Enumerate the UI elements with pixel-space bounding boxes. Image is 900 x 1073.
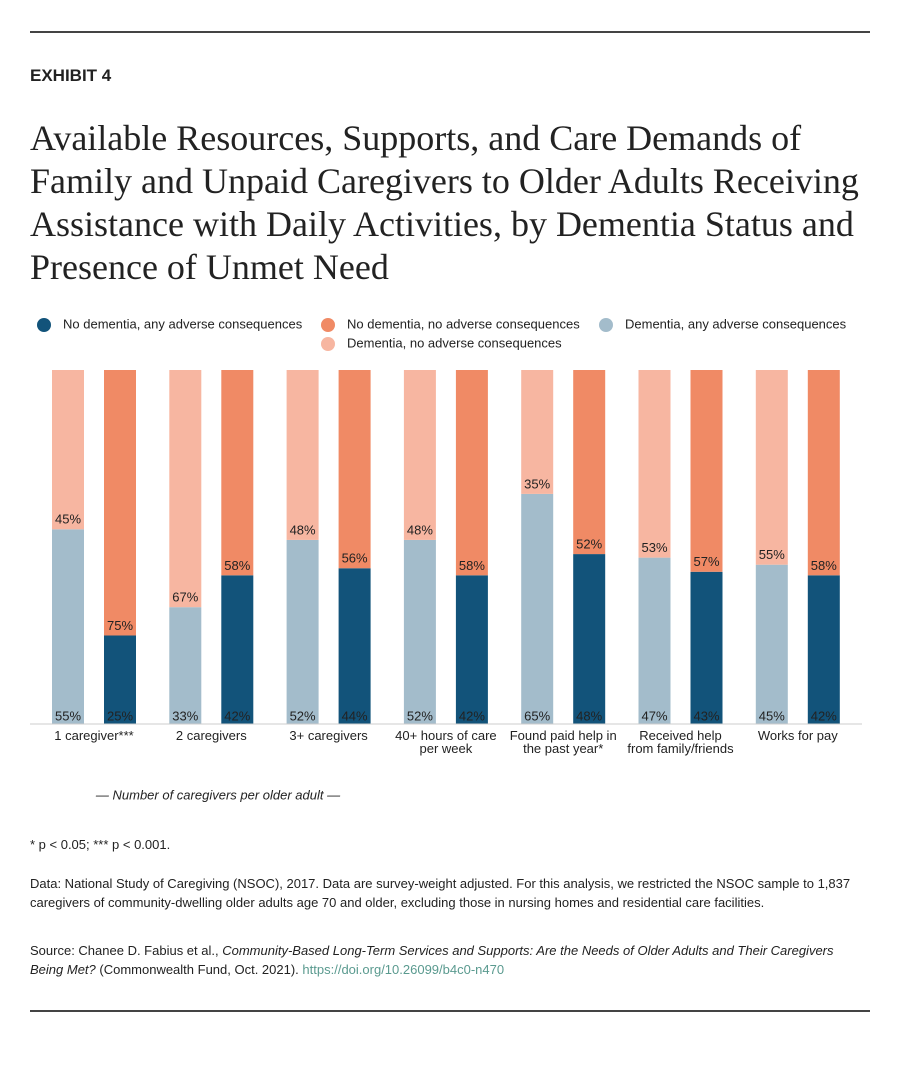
bar — [755, 370, 788, 565]
data-label: 58% — [811, 558, 837, 573]
data-label: 52% — [290, 708, 316, 723]
bar — [338, 568, 371, 724]
x-tick-label: 40+ hours of care per week — [395, 728, 497, 756]
legend-swatch — [37, 318, 51, 332]
data-label: 58% — [224, 558, 250, 573]
data-label: 56% — [342, 551, 368, 566]
data-label: 58% — [459, 558, 485, 573]
bar — [573, 370, 606, 555]
bar — [690, 370, 723, 572]
bar — [403, 370, 436, 540]
data-label: 44% — [342, 708, 368, 723]
data-label: 48% — [407, 522, 433, 537]
bar — [455, 575, 488, 724]
data-label: 57% — [693, 554, 719, 569]
x-tick-label: 3+ caregivers — [289, 728, 368, 743]
bar — [52, 529, 84, 724]
x-tick-label: Found paid help in the past year* — [510, 728, 617, 756]
bar — [638, 557, 671, 724]
data-label: 45% — [55, 512, 81, 527]
data-note: Data: National Study of Caregiving (NSOC… — [30, 876, 851, 910]
data-label: 52% — [407, 708, 433, 723]
data-label: 55% — [759, 547, 785, 562]
x-tick-line: the past year* — [523, 741, 603, 756]
x-tick-label: 2 caregivers — [176, 728, 247, 743]
data-label: 42% — [811, 708, 837, 723]
data-label: 55% — [55, 708, 81, 723]
x-tick-line: per week — [420, 741, 473, 756]
significance-note: * p < 0.05; *** p < 0.001. — [30, 837, 171, 852]
bar — [638, 370, 671, 558]
x-tick-label: Received help from family/friends — [627, 728, 734, 756]
bar — [104, 370, 136, 636]
bar — [403, 539, 436, 724]
x-tick-label: 1 caregiver*** — [54, 728, 134, 743]
bar — [286, 539, 319, 724]
data-label: 75% — [107, 618, 133, 633]
x-tick-line: 3+ caregivers — [289, 728, 368, 743]
data-label: 47% — [641, 708, 667, 723]
source-suffix: (Commonwealth Fund, Oct. 2021). — [95, 962, 303, 977]
x-tick-line: Works for pay — [758, 728, 838, 743]
data-label: 53% — [641, 540, 667, 555]
data-label: 33% — [172, 708, 198, 723]
data-label: 67% — [172, 590, 198, 605]
bar — [807, 370, 840, 576]
data-label: 48% — [576, 708, 602, 723]
x-tick-line: 1 caregiver*** — [54, 728, 134, 743]
source-note: Source: Chanee D. Fabius et al., Communi… — [30, 941, 870, 979]
bottom-rule — [30, 1010, 870, 1012]
source-link[interactable]: https://doi.org/10.26099/b4c0-n470 — [302, 962, 505, 977]
data-label: 42% — [459, 708, 485, 723]
bar — [338, 370, 371, 569]
data-label: 52% — [576, 537, 602, 552]
x-tick-label: Works for pay — [758, 728, 838, 743]
bar — [521, 370, 554, 494]
exhibit-label: EXHIBIT 4 — [30, 66, 112, 85]
data-label: 25% — [107, 708, 133, 723]
source-prefix: Source: Chanee D. Fabius et al., — [30, 943, 223, 958]
x-tick-line: 40+ hours of care — [395, 728, 497, 743]
data-label: 65% — [524, 708, 550, 723]
legend-swatch — [599, 318, 613, 332]
bar — [104, 635, 136, 724]
legend-label: Dementia, any adverse consequences — [625, 316, 847, 331]
legend-swatch — [321, 337, 335, 351]
x-tick-line: Found paid help in — [510, 728, 617, 743]
x-tick-line: Received help — [639, 728, 721, 743]
data-label: 48% — [290, 522, 316, 537]
bar — [52, 370, 84, 530]
bar — [169, 370, 202, 608]
source-title: Community-Based Long-Term Services and S… — [30, 943, 834, 977]
bar — [755, 564, 788, 724]
bar — [286, 370, 319, 540]
bar — [455, 370, 488, 576]
x-tick-line: 2 caregivers — [176, 728, 247, 743]
axis-note: — Number of caregivers per older adult — — [95, 787, 341, 802]
data-label: 43% — [693, 708, 719, 723]
legend-label: Dementia, no adverse consequences — [347, 335, 562, 350]
chart-title: Available Resources, Supports, and Care … — [30, 118, 859, 287]
bar — [573, 554, 606, 724]
chart: No dementia, any adverse consequences No … — [30, 316, 862, 802]
bar — [221, 370, 254, 576]
legend-swatch — [321, 318, 335, 332]
bar — [690, 571, 723, 724]
legend-label: No dementia, no adverse consequences — [347, 316, 580, 331]
bar — [169, 607, 202, 724]
top-rule — [30, 31, 870, 33]
legend-label: No dementia, any adverse consequences — [63, 316, 303, 331]
data-label: 42% — [224, 708, 250, 723]
data-label: 35% — [524, 476, 550, 491]
bar — [807, 575, 840, 724]
bar — [521, 493, 554, 724]
x-tick-line: from family/friends — [627, 741, 734, 756]
bar — [221, 575, 254, 724]
data-label: 45% — [759, 708, 785, 723]
